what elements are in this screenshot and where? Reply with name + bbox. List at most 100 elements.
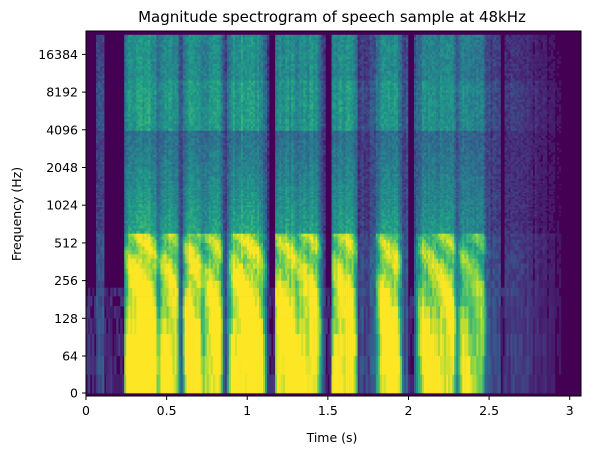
heatmap-cell <box>173 176 175 179</box>
heatmap-cell <box>193 78 195 81</box>
heatmap-cell <box>183 162 185 165</box>
heatmap-cell <box>166 231 168 234</box>
heatmap-cell <box>156 258 158 263</box>
heatmap-cell <box>136 97 138 100</box>
heatmap-cell <box>166 228 168 231</box>
heatmap-cell <box>128 288 130 297</box>
heatmap-cell <box>100 85 102 88</box>
heatmap-cell <box>134 233 136 236</box>
heatmap-cell <box>126 135 128 138</box>
heatmap-cell <box>199 181 201 183</box>
heatmap-cell <box>185 166 187 169</box>
heatmap-cell <box>173 37 175 40</box>
heatmap-cell <box>201 95 203 98</box>
heatmap-cell <box>150 171 152 174</box>
heatmap-cell <box>191 83 193 86</box>
heatmap-cell <box>205 126 207 129</box>
heatmap-cell <box>150 318 152 334</box>
heatmap-cell <box>195 157 197 160</box>
heatmap-cell <box>158 228 160 231</box>
heatmap-cell <box>183 174 185 177</box>
heatmap-cell <box>140 61 142 64</box>
heatmap-cell <box>187 42 189 45</box>
heatmap-cell <box>193 99 195 102</box>
heatmap-cell <box>187 87 189 90</box>
heatmap-cell <box>156 296 158 306</box>
heatmap-cell <box>205 143 207 146</box>
heatmap-cell <box>134 64 136 67</box>
heatmap-cell <box>158 83 160 86</box>
heatmap-cell <box>100 159 102 162</box>
heatmap-cell <box>138 258 140 263</box>
heatmap-cell <box>158 99 160 102</box>
heatmap-cell <box>189 176 191 179</box>
heatmap-cell <box>160 159 162 162</box>
heatmap-cell <box>128 104 130 107</box>
heatmap-cell <box>100 107 102 110</box>
heatmap-cell <box>148 42 150 45</box>
heatmap-cell <box>152 171 154 174</box>
heatmap-cell <box>158 145 160 148</box>
heatmap-cell <box>132 178 134 181</box>
heatmap-cell <box>98 87 100 90</box>
heatmap-cell <box>160 223 162 226</box>
heatmap-cell <box>158 166 160 169</box>
heatmap-cell <box>199 296 201 306</box>
heatmap-cell <box>100 76 102 79</box>
heatmap-cell <box>124 356 126 375</box>
heatmap-cell <box>193 166 195 169</box>
heatmap-cell <box>160 35 162 38</box>
heatmap-cell <box>156 119 158 122</box>
heatmap-cell <box>171 178 173 181</box>
heatmap-cell <box>124 246 126 250</box>
heatmap-cell <box>164 109 166 112</box>
heatmap-cell <box>173 181 175 183</box>
heatmap-cell <box>203 216 205 218</box>
heatmap-cell <box>193 207 195 209</box>
heatmap-cell <box>179 268 181 274</box>
heatmap-cell <box>156 73 158 76</box>
heatmap-cell <box>160 218 162 221</box>
heatmap-cell <box>166 169 168 172</box>
heatmap-cell <box>201 374 203 393</box>
heatmap-cell <box>171 40 173 43</box>
heatmap-cell <box>179 164 181 167</box>
heatmap-cell <box>150 59 152 62</box>
heatmap-cell <box>102 37 104 40</box>
heatmap-cell <box>142 56 144 59</box>
heatmap-cell <box>148 97 150 100</box>
heatmap-cell <box>128 306 130 318</box>
heatmap-cell <box>134 76 136 79</box>
heatmap-cell <box>124 207 126 209</box>
heatmap-cell <box>164 90 166 93</box>
heatmap-cell <box>187 66 189 69</box>
heatmap-cell <box>134 109 136 112</box>
heatmap-cell <box>146 169 148 172</box>
heatmap-cell <box>203 71 205 74</box>
heatmap-cell <box>205 212 207 214</box>
heatmap-cell <box>150 147 152 150</box>
heatmap-cell <box>201 263 203 268</box>
heatmap-cell <box>152 207 154 209</box>
heatmap-cell <box>136 236 138 239</box>
heatmap-cell <box>158 159 160 162</box>
heatmap-cell <box>126 145 128 148</box>
heatmap-cell <box>166 126 168 129</box>
heatmap-cell <box>124 152 126 155</box>
heatmap-cell <box>175 92 177 95</box>
heatmap-cell <box>179 47 181 50</box>
heatmap-cell <box>96 133 98 136</box>
heatmap-cell <box>154 78 156 81</box>
heatmap-cell <box>142 209 144 211</box>
heatmap-cell <box>96 164 98 167</box>
heatmap-cell <box>148 218 150 221</box>
heatmap-cell <box>164 78 166 81</box>
heatmap-cell <box>191 135 193 138</box>
heatmap-cell <box>96 49 98 52</box>
heatmap-cell <box>102 40 104 43</box>
heatmap-cell <box>195 288 197 297</box>
heatmap-cell <box>146 233 148 236</box>
heatmap-cell <box>179 334 181 356</box>
heatmap-cell <box>138 59 140 62</box>
heatmap-cell <box>132 54 134 57</box>
